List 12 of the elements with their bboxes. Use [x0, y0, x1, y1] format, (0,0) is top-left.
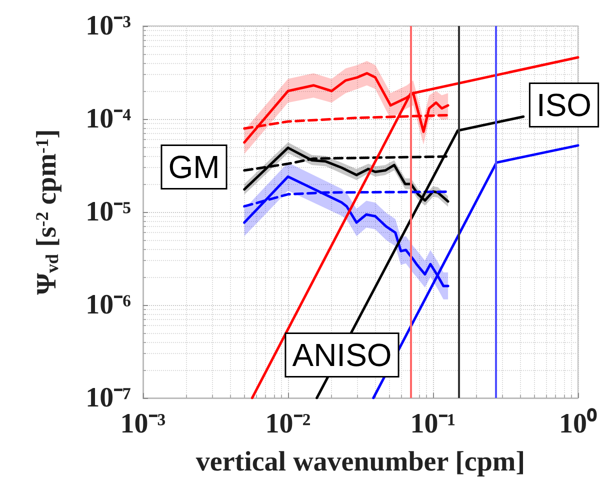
- y-tick-label: 10⁻⁴: [86, 104, 132, 134]
- y-tick-label: 10⁻⁵: [86, 196, 131, 228]
- y-tick-label: 10⁻⁶: [86, 290, 131, 320]
- annotation: ANISO: [292, 337, 392, 373]
- y-tick-label: 10⁻³: [86, 10, 131, 42]
- annotation: GM: [168, 149, 220, 185]
- x-tick-label: 10⁻²: [265, 408, 311, 440]
- annotation: ISO: [536, 87, 592, 123]
- y-axis-title: Ψvd [s-2 cpm-1]: [32, 129, 62, 295]
- x-axis-title: vertical wavenumber [cpm]: [196, 446, 526, 478]
- x-tick-label: 10⁰: [559, 408, 597, 440]
- x-tick-label: 10⁻¹: [410, 408, 456, 440]
